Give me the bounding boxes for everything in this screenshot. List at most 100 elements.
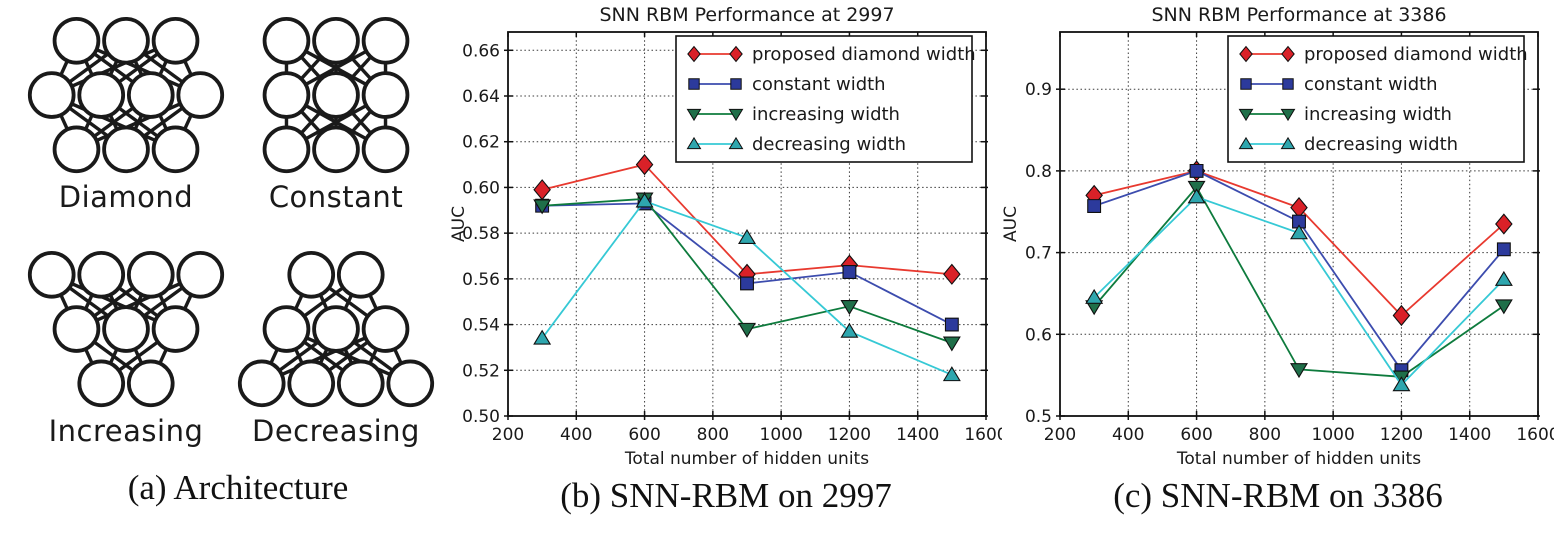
x-tick-label: 400 — [560, 425, 592, 445]
legend-item-proposed-diamond-width: proposed diamond width — [687, 44, 976, 65]
caption-chart-2997: (b) SNN-RBM on 2997 — [560, 476, 892, 515]
data-point-marker — [1087, 199, 1102, 213]
neuron-node — [126, 359, 175, 408]
x-tick-label: 1400 — [1448, 425, 1491, 445]
legend-item-decreasing-width: decreasing width — [1238, 134, 1458, 155]
neuron-node — [52, 125, 101, 174]
x-tick-label: 800 — [697, 425, 729, 445]
neuron-node — [336, 359, 385, 408]
neuron-node — [386, 359, 435, 408]
neuron-node — [126, 71, 175, 119]
legend-box — [675, 35, 973, 163]
legend-item-label: increasing width — [752, 104, 900, 125]
y-tick-label: 0.5 — [1025, 407, 1052, 427]
legend: proposed diamond width constant width incr… — [1227, 35, 1528, 163]
neuron-node — [312, 71, 360, 119]
axis-ticks — [504, 32, 988, 420]
x-tick-label: 1200 — [828, 425, 871, 445]
neuron-node — [102, 305, 150, 353]
data-point-marker — [738, 322, 756, 338]
data-point-marker — [944, 317, 959, 332]
data-point-marker — [842, 265, 857, 279]
neurons — [27, 250, 225, 408]
series-decreasing-width — [533, 192, 961, 382]
data-point-marker — [533, 179, 551, 201]
network-diagram-constant-graphic — [262, 16, 410, 174]
data-point-marker — [1495, 213, 1513, 235]
neuron-node — [52, 16, 101, 65]
legend-item-increasing-width: increasing width — [1238, 104, 1452, 125]
y-tick-label: 0.56 — [462, 270, 500, 290]
legend-item-label: increasing width — [1304, 104, 1452, 125]
x-tick-label: 800 — [1249, 425, 1281, 445]
y-tick-label: 0.6 — [1025, 325, 1052, 345]
neuron-node — [102, 125, 150, 174]
y-tick-label: 0.9 — [1025, 80, 1052, 100]
x-axis-label: Total number of hidden units — [1176, 449, 1421, 469]
diagram-label-increasing: Increasing — [48, 414, 204, 448]
legend-item-label: decreasing width — [752, 134, 906, 155]
data-point-marker — [1187, 180, 1206, 196]
architecture-diagram-grid: Diamond Constant Increasing Decreasing — [26, 14, 450, 448]
neuron-node — [262, 16, 311, 65]
legend-item-label: proposed diamond width — [752, 44, 976, 65]
neurons — [262, 16, 410, 174]
neuron-node — [312, 125, 360, 174]
neuron-node — [151, 16, 200, 65]
neuron-node — [176, 71, 225, 119]
data-point-marker — [1494, 299, 1513, 315]
architecture-panel: Diamond Constant Increasing Decreasing (… — [0, 0, 450, 557]
legend-item-proposed-diamond-width: proposed diamond width — [1239, 44, 1528, 65]
legend: proposed diamond width constant width incr… — [675, 35, 976, 163]
legend-item-label: constant width — [752, 74, 886, 95]
legend-item-label: constant width — [1304, 74, 1438, 95]
neuron-node — [77, 250, 126, 299]
neuron-node — [361, 125, 410, 174]
chart-title: SNN RBM Performance at 2997 — [599, 4, 894, 26]
network-diagram-decreasing-graphic — [237, 250, 435, 408]
series-line — [1093, 169, 1505, 317]
neuron-node — [151, 305, 200, 353]
legend-item-constant-width: constant width — [1240, 74, 1438, 95]
y-tick-label: 0.8 — [1025, 162, 1052, 182]
neuron-node — [312, 16, 360, 65]
neuron-node — [176, 250, 225, 299]
neuron-node — [27, 71, 76, 119]
data-point-marker — [1392, 304, 1411, 327]
data-point-marker — [1494, 270, 1513, 286]
data-point-marker — [1187, 188, 1206, 204]
x-tick-label: 1000 — [1312, 425, 1355, 445]
neuron-node — [262, 125, 311, 174]
x-tick-label: 600 — [1180, 425, 1212, 445]
data-point-marker — [840, 322, 859, 338]
neuron-node — [262, 71, 311, 119]
x-tick-label: 1200 — [1380, 425, 1423, 445]
chart-title: SNN RBM Performance at 3386 — [1151, 4, 1446, 26]
legend-item-increasing-width: increasing width — [686, 104, 900, 125]
network-diagram-diamond-graphic — [27, 16, 225, 174]
neuron-node — [287, 359, 336, 408]
neuron-node — [361, 16, 410, 65]
caption-architecture: (a) Architecture — [127, 468, 349, 507]
x-axis-label: Total number of hidden units — [624, 449, 869, 469]
y-tick-label: 0.66 — [462, 41, 500, 61]
data-point-marker — [533, 199, 552, 215]
legend-item-label: proposed diamond width — [1304, 44, 1528, 65]
series-constant-width — [1087, 163, 1511, 378]
y-axis-label: AUC — [450, 206, 469, 242]
data-point-marker — [1392, 376, 1411, 392]
data-point-marker — [1290, 224, 1308, 240]
neuron-node — [336, 250, 385, 299]
legend-item-decreasing-width: decreasing width — [686, 134, 906, 155]
diagram-constant: Constant — [236, 14, 436, 214]
neuron-node — [262, 305, 311, 353]
data-point-marker — [1496, 242, 1511, 257]
neuron-node — [102, 16, 150, 65]
data-point-marker — [840, 299, 859, 315]
